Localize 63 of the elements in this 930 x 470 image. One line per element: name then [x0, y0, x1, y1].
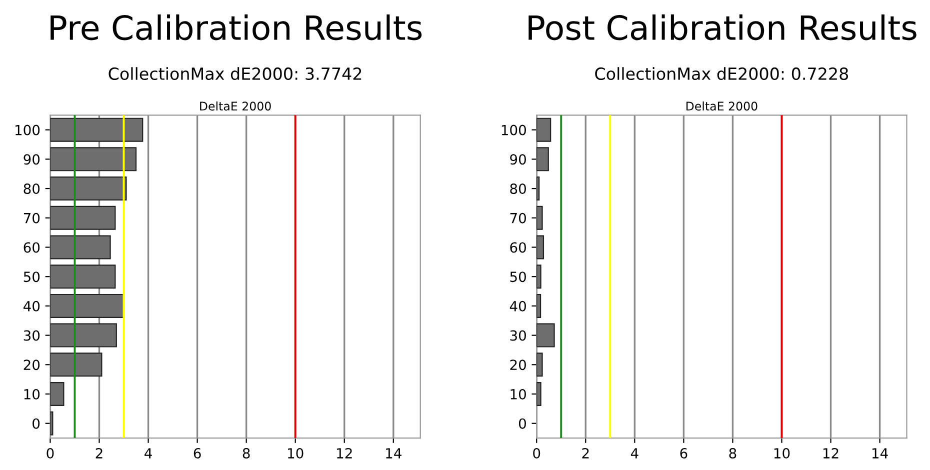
y-tick-label: 90	[24, 154, 40, 165]
x-tick-label: 8	[729, 448, 736, 459]
bar	[536, 294, 542, 318]
y-tick-label: 80	[510, 184, 526, 194]
bar	[50, 235, 111, 260]
chart-subtitle: CollectionMax dE2000: 0.7228	[595, 67, 848, 80]
y-tick-label: 10	[510, 388, 526, 400]
y-tick-label: 80	[24, 184, 40, 194]
bar	[50, 294, 124, 318]
x-tick-label: 4	[144, 448, 152, 458]
bar	[50, 352, 102, 377]
bar	[50, 118, 144, 142]
bar	[536, 118, 552, 142]
y-tick-label: 90	[510, 154, 526, 165]
y-tick-label: 40	[24, 300, 40, 312]
x-tick-label: 4	[630, 448, 638, 458]
bar	[50, 323, 117, 348]
x-tick-label: 0	[533, 448, 540, 459]
y-tick-label: 50	[24, 272, 40, 282]
chart-title: Post Calibration Results	[528, 14, 916, 40]
bar	[50, 206, 116, 230]
x-tick-label: 12	[337, 448, 352, 458]
y-tick-label: 10	[24, 388, 40, 400]
y-tick-label: 60	[510, 242, 526, 253]
y-tick-label: 0	[518, 418, 526, 429]
bar	[536, 264, 542, 289]
x-tick-label: 6	[194, 448, 201, 459]
x-tick-label: 8	[242, 448, 250, 459]
bar	[536, 352, 543, 377]
x-tick-label: 14	[872, 448, 888, 458]
y-tick-label: 20	[510, 360, 526, 370]
bar	[536, 382, 542, 406]
y-tick-label: 30	[510, 330, 526, 341]
x-tick-label: 0	[46, 448, 54, 459]
y-tick-label: 30	[24, 330, 40, 341]
y-tick-label: 70	[24, 212, 40, 224]
bar	[50, 264, 116, 289]
x-tick-label: 2	[96, 448, 102, 458]
x-tick-label: 10	[774, 448, 790, 459]
chart-subtitle: CollectionMax dE2000: 3.7742	[108, 67, 362, 80]
bar	[50, 176, 127, 201]
bar	[536, 206, 543, 230]
y-tick-label: 70	[510, 212, 526, 224]
y-tick-label: 20	[24, 360, 40, 370]
y-tick-label: 50	[510, 272, 526, 282]
y-tick-label: 40	[510, 300, 526, 312]
x-tick-label: 12	[823, 448, 838, 458]
text: DeltaE 2000	[200, 101, 271, 111]
chart-title: Pre Calibration Results	[50, 14, 422, 40]
y-tick-label: 100	[16, 124, 40, 136]
bar	[50, 147, 137, 172]
x-tick-label: 2	[582, 448, 589, 458]
x-tick-label: 6	[680, 448, 688, 459]
x-tick-label: 10	[288, 448, 304, 459]
y-tick-label: 60	[24, 242, 40, 253]
bar	[536, 323, 555, 348]
bar	[536, 235, 544, 260]
y-tick-label: 0	[32, 418, 40, 429]
bar	[50, 382, 64, 406]
text: DeltaE 2000	[686, 101, 758, 111]
bar	[536, 147, 549, 172]
y-tick-label: 100	[502, 124, 526, 136]
x-tick-label: 14	[386, 448, 402, 458]
